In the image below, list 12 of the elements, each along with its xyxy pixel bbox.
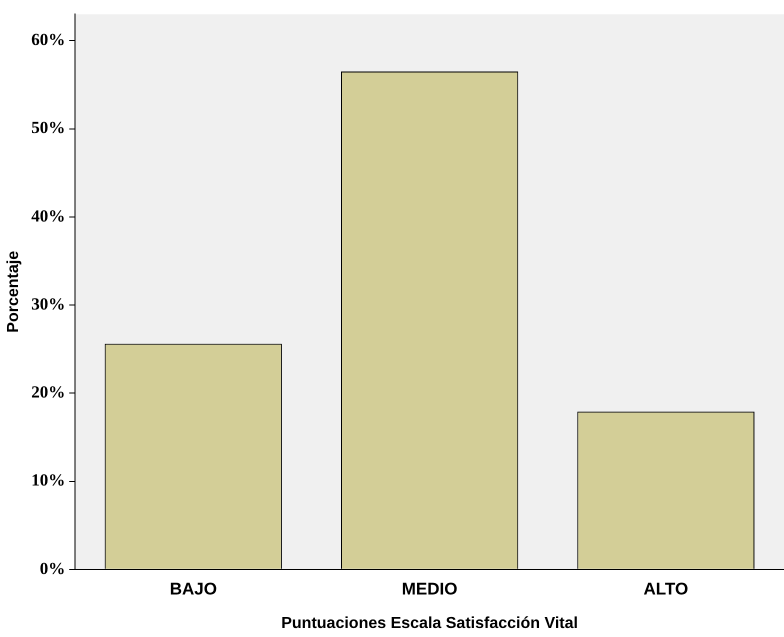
x-tick-label: MEDIO (402, 579, 458, 598)
y-tick-label: 30% (31, 294, 66, 314)
y-axis-title: Porcentaje (5, 250, 22, 333)
y-tick-label: 50% (31, 118, 66, 138)
y-tick-label: 40% (31, 206, 66, 226)
y-tick-label: 10% (31, 470, 66, 490)
y-tick-label: 20% (31, 382, 66, 402)
x-tick-label: BAJO (170, 579, 217, 598)
y-tick-label: 0% (40, 558, 66, 578)
x-axis-title: Puntuaciones Escala Satisfacción Vital (281, 614, 578, 632)
y-tick-label: 60% (31, 30, 66, 50)
x-tick-label: ALTO (644, 579, 688, 598)
